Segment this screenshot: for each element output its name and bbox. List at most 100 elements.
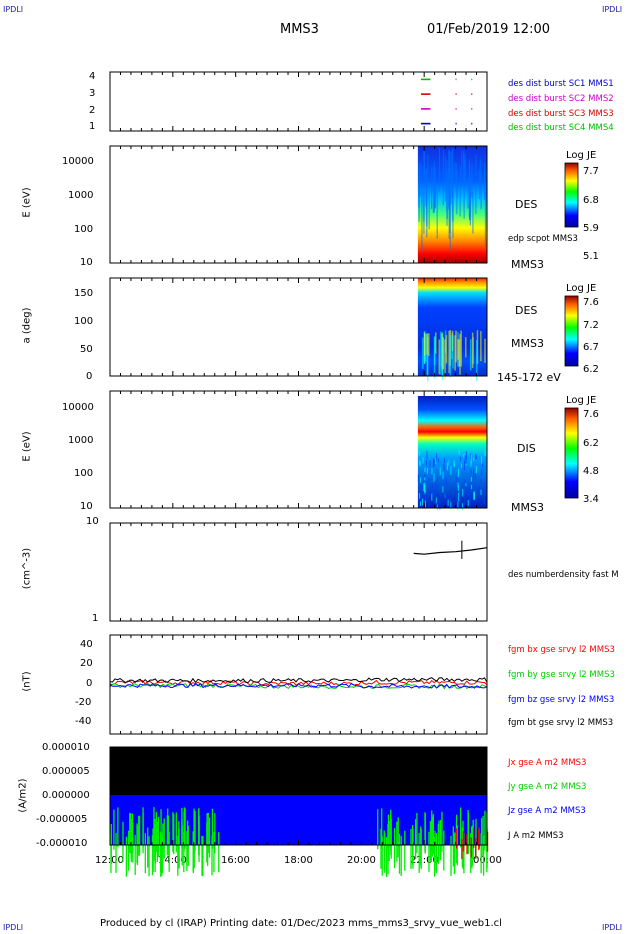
jy-spike <box>156 821 159 862</box>
jy-spike <box>388 821 390 862</box>
jy-spike <box>206 813 208 854</box>
jy-spike <box>486 832 488 873</box>
jy-spike <box>214 813 216 854</box>
des-energy-streak <box>463 189 465 219</box>
jy-spike <box>183 811 185 852</box>
jx-spike <box>473 827 475 848</box>
corner-label-top-right: IPDLI <box>602 5 623 14</box>
dis-energy-speckle <box>435 458 437 465</box>
des-energy-streak <box>442 149 444 206</box>
j-legend-jz: Jz gse A m2 MMS3 <box>508 806 586 816</box>
jy-spike <box>144 833 146 874</box>
dis-energy-speckle <box>449 497 451 502</box>
jy-spike <box>387 814 390 855</box>
dis-energy-speckle <box>432 458 434 467</box>
des-energy-streak <box>469 185 471 226</box>
dis-energy-speckle <box>467 499 469 507</box>
dis-energy-speckle <box>435 497 437 504</box>
pitch-streak <box>454 335 456 371</box>
jy-spike <box>110 823 112 864</box>
jy-spike <box>138 815 141 856</box>
jy-spike <box>213 832 215 873</box>
dis-energy-speckle <box>424 477 426 481</box>
jy-spike <box>130 813 132 854</box>
j-ytick-3: 0.000000 <box>42 790 90 801</box>
pitch-ytick-50: 50 <box>80 344 93 355</box>
dis-energy-speckle <box>465 482 467 486</box>
jy-spike <box>433 836 436 877</box>
dis-energy-speckle <box>471 484 473 490</box>
jy-spike <box>193 828 195 869</box>
jy-spike <box>202 836 204 877</box>
dis-energy-speckle <box>431 490 433 494</box>
des-energy-streak <box>421 192 423 252</box>
density-ytick-10: 10 <box>86 516 99 527</box>
dis-energy-speckle <box>478 486 480 494</box>
jy-spike <box>167 808 169 849</box>
xtick-1400: 14:00 <box>158 855 187 866</box>
pitch-streak <box>452 335 454 369</box>
density-ytick-1: 1 <box>92 613 99 624</box>
dis-energy-speckle <box>461 503 463 511</box>
jy-spike <box>396 821 398 862</box>
dis-energy-speckle <box>433 473 435 482</box>
jy-spike <box>183 832 185 873</box>
jy-spike <box>129 812 131 853</box>
des-energy-scpot-label: edp scpot MMS3 <box>508 234 578 244</box>
des-energy-streak <box>436 184 438 239</box>
jy-spike <box>151 835 154 876</box>
dis-energy-speckle <box>420 495 422 505</box>
dis-energy-speckle <box>444 458 446 464</box>
des-energy-streak <box>484 192 487 247</box>
dis-energy-speckle <box>442 472 444 480</box>
jy-spike <box>381 835 383 876</box>
jx-spike <box>470 837 472 858</box>
des-energy-streak <box>428 181 430 230</box>
des-energy-streak <box>421 164 423 204</box>
pitch-colorbar <box>564 295 579 367</box>
jy-spike <box>438 820 440 861</box>
jx-spike <box>466 834 468 855</box>
pitch-streak <box>422 337 424 369</box>
pitch-ytick-0: 0 <box>86 371 93 382</box>
des-energy-streak <box>418 183 420 222</box>
dis-energy-speckle <box>484 450 486 456</box>
burst-interval-mark <box>455 78 457 81</box>
des-energy-streak <box>448 149 450 209</box>
jy-spike <box>172 812 174 853</box>
des-energy-cbar-tick-2: 6.8 <box>583 195 599 206</box>
des-energy-streak <box>475 154 477 176</box>
jy-spike <box>134 834 136 875</box>
dis-energy-cbar-tick-2: 6.2 <box>583 438 599 449</box>
pitch-instrument-label: DES <box>515 304 538 317</box>
j-ytick-5: -0.000010 <box>36 838 88 849</box>
dis-energy-speckle <box>446 462 448 471</box>
j-total-area <box>110 747 487 795</box>
dis-energy-speckle <box>473 457 475 462</box>
jx-spike <box>456 828 458 849</box>
jy-spike <box>463 833 465 874</box>
dis-energy-speckle <box>450 466 452 475</box>
jx-spike <box>462 831 465 852</box>
j-legend-jtotal: J A m2 MMS3 <box>508 831 564 841</box>
burst-interval-mark <box>471 78 473 81</box>
jy-spike <box>443 830 445 871</box>
dis-energy-speckle <box>418 451 420 456</box>
des-energy-streak <box>433 160 436 213</box>
burst-legend-mms3: des dist burst SC3 MMS3 <box>508 109 614 119</box>
dis-energy-speckle <box>430 491 432 495</box>
des-energy-streak <box>459 166 461 217</box>
jy-spike <box>153 807 155 848</box>
dis-energy-speckle <box>433 459 435 467</box>
pitch-streak <box>433 336 436 379</box>
dis-energy-cbar-tick-3: 4.8 <box>583 466 599 477</box>
pitch-streak <box>428 333 430 357</box>
des-energy-streak <box>444 155 446 202</box>
panel-frame <box>109 71 488 132</box>
burst-interval-mark <box>421 122 431 125</box>
pitch-cbar-tick-2: 7.2 <box>583 320 599 331</box>
jy-spike <box>152 831 154 872</box>
dis-energy-speckle <box>426 450 428 459</box>
des-energy-sc-label: MMS3 <box>511 258 544 271</box>
